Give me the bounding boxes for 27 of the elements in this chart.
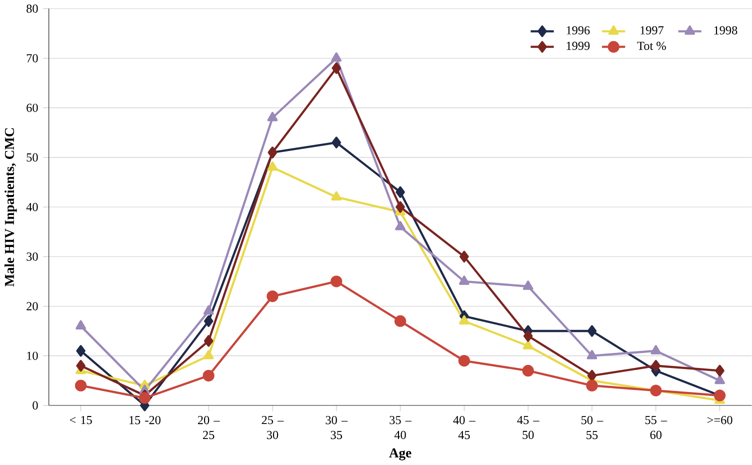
y-tick-label: 70 <box>26 54 38 62</box>
x-tick-label: < 15 <box>70 416 92 424</box>
x-tick-label: 30 – 35 <box>326 416 348 440</box>
y-tick-label: 80 <box>26 4 38 13</box>
legend-label: 1999 <box>566 42 590 50</box>
x-axis-title: Age <box>389 448 412 460</box>
x-tick-label: 50 – 55 <box>582 416 604 440</box>
x-tick-label: 55 – 60 <box>645 416 668 440</box>
y-tick-label: 60 <box>26 104 38 112</box>
x-tick-label: 25 – 30 <box>262 416 284 440</box>
x-tick-label: 35 – 40 <box>390 416 412 440</box>
y-tick-label: 30 <box>26 252 38 261</box>
y-tick-label: 10 <box>27 352 38 360</box>
legend-label: 1997 <box>640 26 664 35</box>
x-tick-label: >=60 <box>707 416 732 424</box>
x-tick-label: 45 – 50 <box>517 416 540 440</box>
y-tick-label: 50 <box>26 153 38 162</box>
x-tick-label: 15 -20 <box>130 416 160 424</box>
legend-label: Tot % <box>637 42 666 50</box>
y-tick-label: 40 <box>26 202 38 212</box>
x-tick-label: 20 – 25 <box>198 416 220 440</box>
y-tick-label: 20 <box>26 302 38 310</box>
x-tick-label: 40 – 45 <box>453 416 476 440</box>
y-tick-label: 0 <box>32 401 38 410</box>
legend-label: 1998 <box>714 26 738 35</box>
y-axis-title: Male HIV Inpatients, CMC <box>4 128 17 287</box>
legend-label: 1996 <box>566 26 590 35</box>
